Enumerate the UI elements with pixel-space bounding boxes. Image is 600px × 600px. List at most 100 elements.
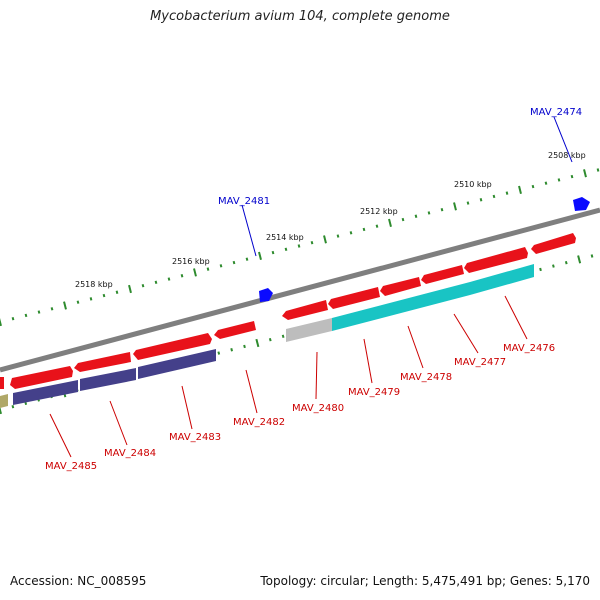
gene-arrow[interactable]: [133, 333, 212, 360]
gene-block[interactable]: [0, 394, 8, 408]
minor-tick: [479, 198, 483, 202]
gene-arrow[interactable]: [531, 233, 576, 254]
gene-label-reverse[interactable]: MAV_2479: [348, 387, 400, 398]
genome-backbone: [0, 207, 600, 373]
gene-arrow[interactable]: [380, 277, 421, 296]
major-tick: [453, 202, 457, 211]
gene-marker[interactable]: [259, 288, 273, 302]
gene-arrow[interactable]: [74, 352, 131, 372]
gene-arrow[interactable]: [0, 377, 4, 389]
minor-tick: [564, 260, 568, 265]
gene-label-forward[interactable]: MAV_2481: [218, 196, 270, 207]
minor-tick: [281, 334, 285, 339]
minor-tick: [24, 313, 28, 318]
minor-tick: [206, 267, 210, 271]
minor-tick: [50, 307, 54, 311]
major-tick: [63, 301, 67, 310]
gene-label-reverse[interactable]: MAV_2477: [454, 357, 506, 368]
label-leader: [241, 204, 257, 257]
minor-tick: [154, 280, 158, 285]
scale-label: 2508 kbp: [548, 151, 586, 160]
gene-arrow[interactable]: [464, 247, 528, 273]
gene-arrow[interactable]: [421, 265, 464, 284]
minor-tick: [505, 191, 509, 195]
minor-tick: [336, 234, 340, 238]
minor-tick: [11, 404, 15, 409]
label-leader: [553, 116, 573, 163]
major-tick: [388, 218, 392, 227]
minor-tick: [375, 224, 379, 228]
gene-label-forward[interactable]: MAV_2474: [530, 107, 582, 118]
minor-tick: [11, 316, 15, 321]
minor-tick: [217, 351, 221, 355]
minor-tick: [539, 267, 542, 272]
gene-block[interactable]: [138, 349, 216, 379]
reverse-gene-track: [0, 264, 534, 408]
major-tick: [258, 251, 262, 261]
gene-block[interactable]: [286, 318, 332, 342]
gene-block[interactable]: [332, 282, 470, 331]
minor-tick: [243, 344, 246, 349]
gene-label-reverse[interactable]: MAV_2485: [45, 461, 97, 472]
gene-label-reverse[interactable]: MAV_2476: [503, 343, 555, 354]
minor-tick: [115, 290, 119, 294]
minor-tick: [531, 184, 535, 189]
minor-tick: [570, 174, 574, 179]
scale-label: 2518 kbp: [75, 280, 113, 289]
major-tick: [128, 284, 132, 294]
outer-tick-track: [0, 168, 600, 327]
genome-title: Mycobacterium avium 104, complete genome: [150, 9, 450, 24]
gene-label-reverse[interactable]: MAV_2483: [169, 432, 221, 443]
minor-tick: [102, 293, 106, 298]
gene-label-reverse[interactable]: MAV_2482: [233, 417, 285, 428]
minor-tick: [141, 283, 145, 288]
gene-label-reverse[interactable]: MAV_2484: [104, 448, 156, 459]
minor-tick: [590, 254, 594, 258]
gene-arrow[interactable]: [10, 366, 73, 389]
major-tick: [583, 169, 587, 178]
gene-marker[interactable]: [573, 197, 590, 211]
major-tick: [323, 235, 327, 244]
minor-tick: [552, 264, 555, 268]
scale-label: 2510 kbp: [454, 180, 492, 189]
gene-block[interactable]: [13, 380, 78, 405]
gene-arrow[interactable]: [214, 321, 256, 339]
minor-tick: [268, 337, 272, 342]
accession-text: Accession: NC_008595: [10, 574, 147, 588]
gene-arrow[interactable]: [282, 300, 328, 320]
scale-label: 2512 kbp: [360, 207, 398, 216]
genome-stats-text: Topology: circular; Length: 5,475,491 bp…: [260, 574, 590, 588]
minor-tick: [596, 168, 600, 172]
minor-tick: [557, 178, 561, 182]
minor-tick: [230, 348, 233, 352]
gene-block[interactable]: [470, 264, 534, 295]
minor-tick: [297, 244, 301, 248]
minor-tick: [362, 227, 366, 232]
minor-tick: [232, 260, 236, 265]
minor-tick: [271, 250, 275, 255]
gene-arrow[interactable]: [328, 287, 380, 309]
minor-tick: [440, 207, 444, 212]
major-tick: [577, 255, 582, 264]
reverse-label-leaders: [49, 295, 528, 458]
minor-tick: [310, 240, 314, 245]
gene-label-reverse[interactable]: MAV_2478: [400, 372, 452, 383]
minor-tick: [427, 211, 431, 215]
gene-block[interactable]: [80, 368, 136, 391]
minor-tick: [167, 277, 171, 281]
major-tick: [255, 338, 260, 348]
minor-tick: [284, 247, 288, 252]
gene-label-reverse[interactable]: MAV_2480: [292, 403, 344, 414]
scale-label: 2516 kbp: [172, 257, 210, 266]
major-tick: [518, 185, 522, 194]
minor-tick: [37, 310, 41, 314]
minor-tick: [492, 194, 496, 199]
minor-tick: [180, 274, 184, 278]
major-tick: [0, 406, 2, 415]
minor-tick: [219, 264, 223, 268]
scale-label: 2514 kbp: [266, 233, 304, 242]
minor-tick: [544, 181, 548, 185]
forward-gene-track: [0, 233, 576, 389]
